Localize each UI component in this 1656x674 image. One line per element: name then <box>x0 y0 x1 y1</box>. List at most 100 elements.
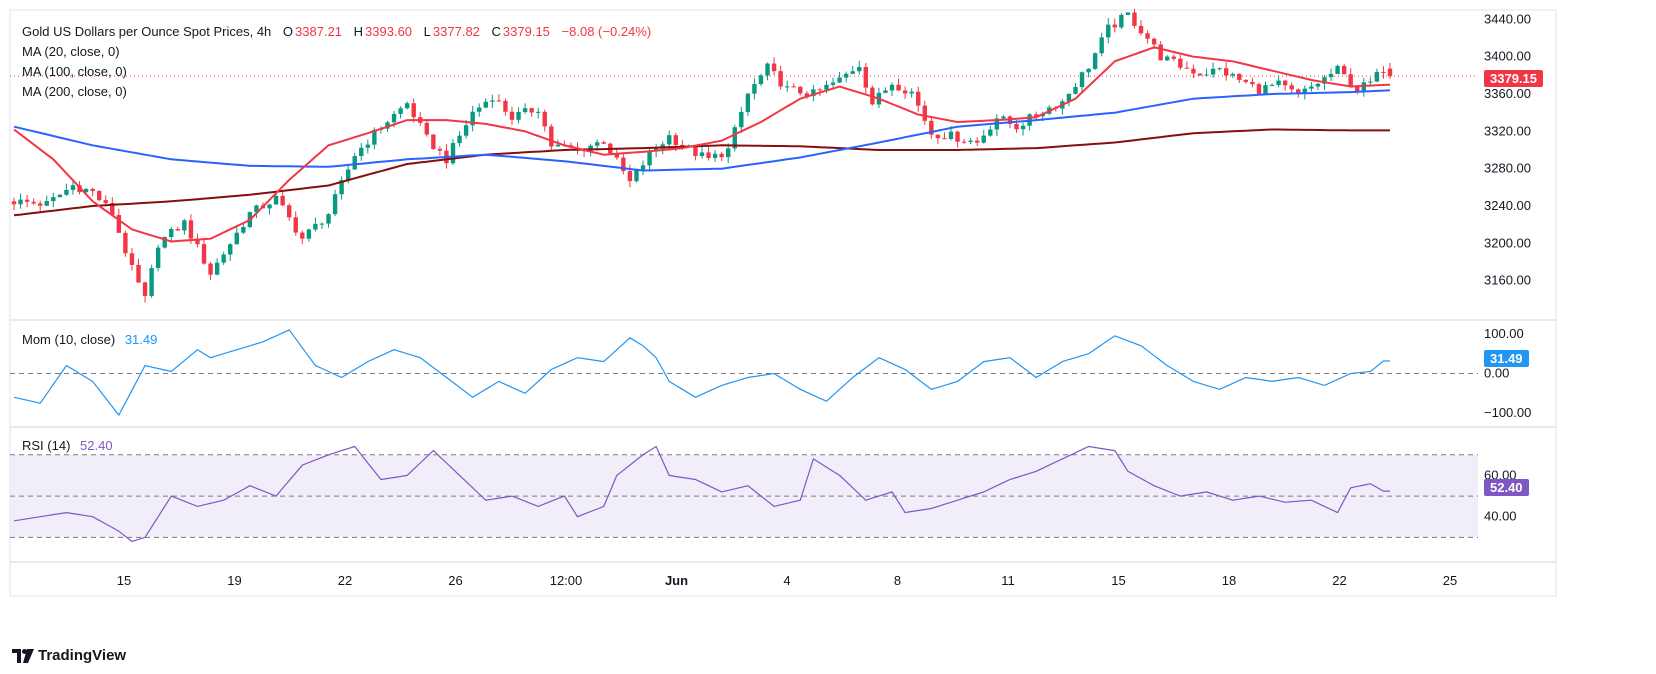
candle-body <box>961 141 967 143</box>
candle-body <box>83 188 89 193</box>
candle-body <box>1250 81 1255 85</box>
open-label: O <box>282 24 294 39</box>
candle-body <box>339 180 344 195</box>
mom-value: 31.49 <box>124 332 158 347</box>
symbol-title: Gold US Dollars per Ounce Spot Prices, 4… <box>22 24 272 39</box>
candle-body <box>241 227 246 233</box>
candle-body <box>1119 14 1124 28</box>
candle-body <box>1092 53 1098 69</box>
candle-body <box>182 220 187 231</box>
candle-body <box>365 144 371 148</box>
candle-body <box>752 84 757 94</box>
candle-body <box>614 153 620 158</box>
candle-body <box>1066 93 1072 102</box>
candle-body <box>267 204 272 209</box>
candle-body <box>1073 87 1078 94</box>
candle-body <box>411 103 416 118</box>
candle-body <box>745 93 751 112</box>
candle-body <box>1033 114 1039 117</box>
legend-main: Gold US Dollars per Ounce Spot Prices, 4… <box>22 22 653 42</box>
candle-body <box>1315 83 1321 87</box>
candle-body <box>228 244 233 255</box>
candle-body <box>1020 125 1026 130</box>
time-axis-tick: Jun <box>665 573 688 588</box>
candle-body <box>889 84 895 91</box>
candle-body <box>64 189 69 195</box>
candle-body <box>450 143 456 164</box>
candle-body <box>136 264 141 283</box>
high-label: H <box>353 24 364 39</box>
change-value: −8.08 (−0.24%) <box>561 24 652 39</box>
candle-body <box>1138 25 1144 34</box>
candle-body <box>1296 89 1301 94</box>
ma200-label: MA (200, close, 0) <box>22 84 127 99</box>
ma100-label: MA (100, close, 0) <box>22 64 127 79</box>
candle-body <box>594 142 600 146</box>
candle-body <box>765 63 770 76</box>
candle-body <box>1145 33 1150 39</box>
rsi-axis-tick: 60.00 <box>1484 467 1517 482</box>
candle-body <box>1014 123 1019 130</box>
candle-body <box>1322 77 1327 84</box>
candle-body <box>968 140 973 142</box>
candle-body <box>634 170 639 182</box>
candle-body <box>103 200 108 204</box>
candle-body <box>162 237 167 248</box>
candle-body <box>1158 44 1163 61</box>
candle-body <box>1230 73 1235 76</box>
candle-body <box>739 111 744 128</box>
candle-body <box>90 188 95 191</box>
candle-body <box>372 129 377 145</box>
high-value: 3393.60 <box>365 24 413 39</box>
candle-body <box>1387 68 1393 77</box>
candle-body <box>11 201 17 205</box>
time-axis-tick: 8 <box>894 573 901 588</box>
candle-body <box>437 149 443 151</box>
time-axis-tick: 22 <box>1332 573 1346 588</box>
legend-rsi[interactable]: RSI (14) 52.40 <box>22 436 115 456</box>
candle-body <box>273 195 279 205</box>
candle-body <box>1381 71 1386 73</box>
candle-body <box>280 195 285 206</box>
candle-body <box>1112 24 1117 28</box>
candle-body <box>1237 73 1242 80</box>
candle-body <box>549 126 554 147</box>
candle-body <box>726 148 731 158</box>
candle-body <box>70 185 76 190</box>
rsi-value: 52.40 <box>80 438 113 453</box>
candle-body <box>1309 86 1314 89</box>
last-price-tag: 3379.15 <box>1484 70 1543 87</box>
legend-ma200[interactable]: MA (200, close, 0) <box>22 82 129 102</box>
candle-body <box>621 157 626 172</box>
time-axis-tick: 15 <box>117 573 131 588</box>
close-label: C <box>491 24 501 39</box>
candle-body <box>110 203 115 215</box>
legend-ma100[interactable]: MA (100, close, 0) <box>22 62 129 82</box>
tradingview-logo-icon <box>12 648 34 663</box>
candle-body <box>129 253 135 265</box>
mom-last-tag: 31.49 <box>1484 350 1529 367</box>
tradingview-brand: TradingView <box>38 647 127 664</box>
rsi-label: RSI (14) <box>22 438 71 453</box>
candle-body <box>1151 38 1157 45</box>
candle-body <box>784 86 790 88</box>
candle-body <box>922 105 927 121</box>
candle-body <box>1289 85 1294 90</box>
candle-body <box>293 217 298 233</box>
candle-body <box>1217 68 1222 70</box>
candle-body <box>404 103 410 109</box>
legend-mom[interactable]: Mom (10, close) 31.49 <box>22 330 159 350</box>
tradingview-logo[interactable]: TradingView <box>12 647 126 664</box>
candle-body <box>188 220 194 239</box>
mom-axis-tick: 0.00 <box>1484 366 1509 381</box>
candle-body <box>195 238 200 245</box>
candle-body <box>647 151 652 166</box>
price-axis-tick: 3280.00 <box>1484 161 1531 176</box>
ma20-line <box>13 46 1391 243</box>
candle-body <box>601 142 606 144</box>
time-axis-tick: 12:00 <box>550 573 583 588</box>
legend-ma20[interactable]: MA (20, close, 0) <box>22 42 122 62</box>
candle-body <box>693 146 698 156</box>
candle-body <box>234 232 239 245</box>
